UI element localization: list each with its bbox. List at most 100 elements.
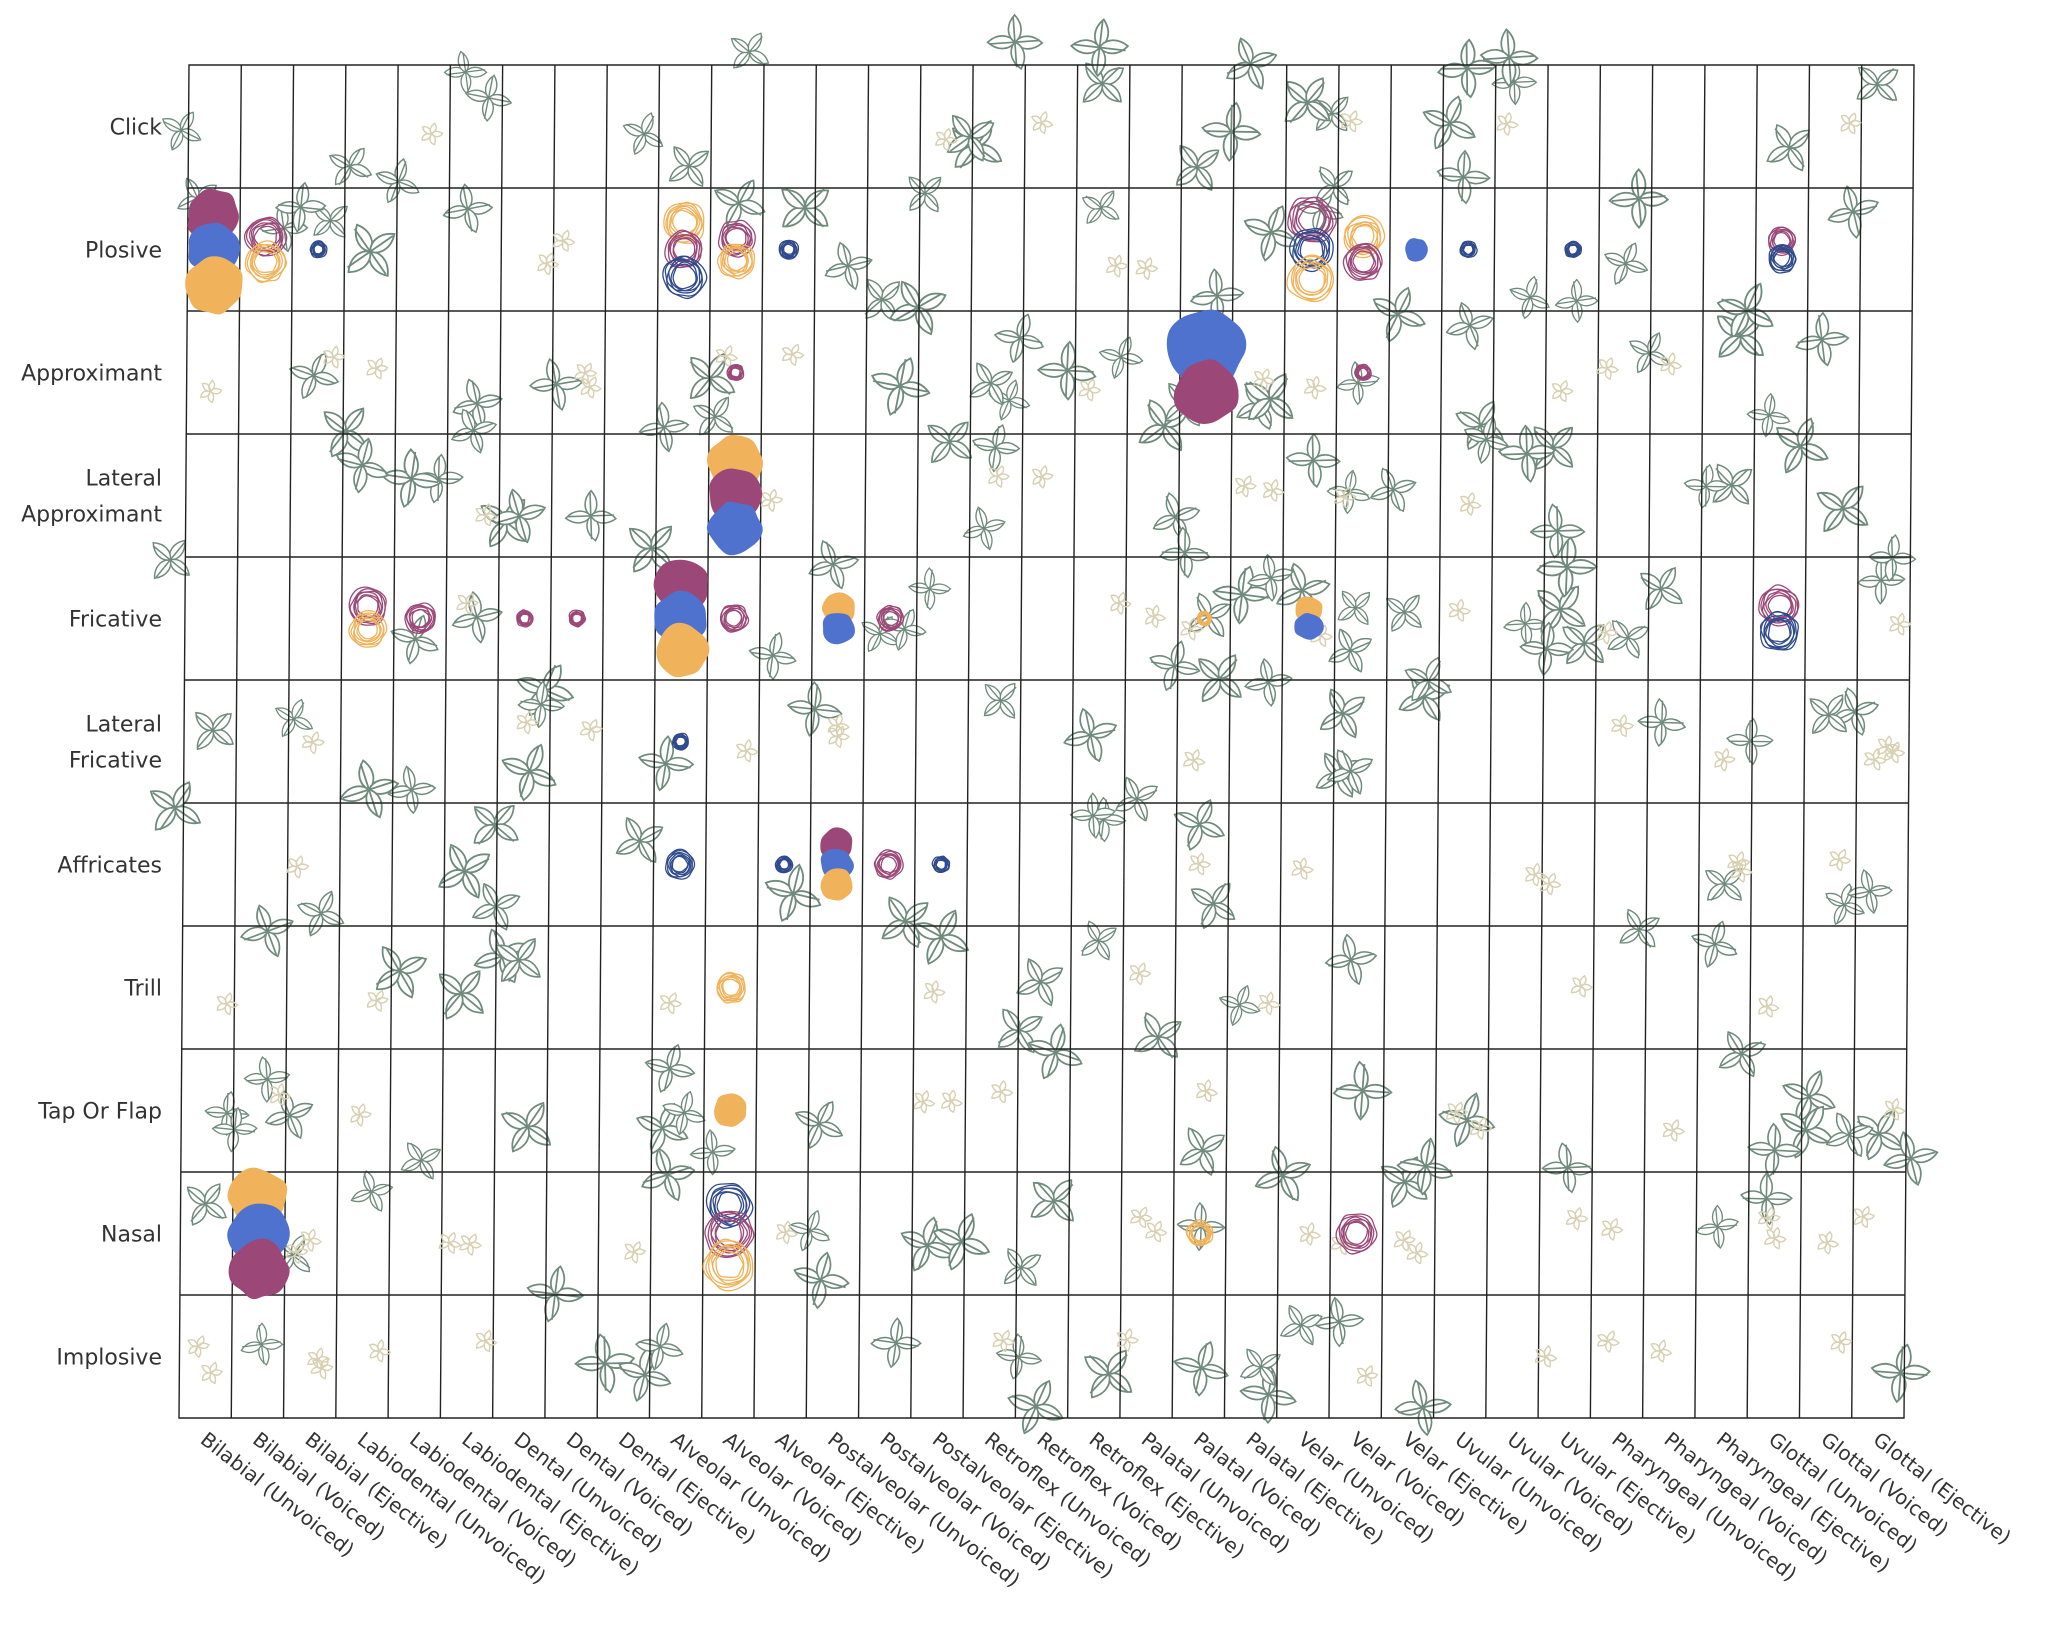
col-divider-20 (1223, 64, 1236, 1419)
col-divider-7 (544, 64, 556, 1419)
blob-purple-r4-c7 (568, 609, 587, 628)
blob-blue-r3-c10 (706, 501, 763, 556)
leaf-cluster-172 (1640, 566, 1683, 611)
leaf-cluster-194 (689, 352, 736, 400)
leaf-cluster-117 (1825, 883, 1865, 926)
faint-marker-71 (1135, 256, 1159, 281)
leaf-cluster-27 (1856, 67, 1899, 102)
col-divider-19 (1171, 64, 1183, 1419)
leaf-cluster-55 (1827, 185, 1880, 239)
leaf-cluster-207 (730, 32, 770, 69)
faint-marker-67 (1406, 1241, 1429, 1265)
leaf-cluster-119 (471, 882, 521, 931)
col-divider-4 (387, 64, 399, 1419)
faint-marker-1 (913, 1090, 936, 1114)
col-divider-26 (1537, 64, 1549, 1419)
blob-orange-r8-c10 (714, 1093, 747, 1127)
faint-marker-15 (1460, 492, 1482, 516)
leaf-cluster-210 (1279, 1304, 1323, 1346)
blob-navy-r6-c9 (665, 848, 696, 880)
blob-blue-r4-c21 (1294, 612, 1324, 640)
blob-purple-r4-c4 (404, 602, 436, 634)
leaf-cluster-5 (900, 1216, 955, 1272)
leaf-cluster-147 (452, 378, 504, 430)
leaf-cluster-154 (1509, 275, 1550, 320)
leaf-cluster-41 (1529, 503, 1586, 559)
leaf-cluster-38 (1063, 707, 1118, 763)
leaf-cluster-67 (400, 1142, 442, 1180)
faint-marker-57 (1817, 1230, 1840, 1255)
faint-marker-75 (1145, 604, 1167, 629)
leaf-cluster-166 (296, 890, 345, 937)
leaf-cluster-208 (1739, 1172, 1793, 1226)
leaf-cluster-62 (1070, 18, 1130, 78)
leaf-cluster-82 (1608, 168, 1670, 229)
row-label-2: Approximant (21, 362, 162, 387)
leaf-cluster-164 (1369, 467, 1417, 513)
leaf-cluster-60 (1541, 1142, 1594, 1194)
leaf-cluster-201 (1315, 166, 1353, 206)
faint-marker-96 (1303, 375, 1327, 400)
faint-marker-23 (1540, 872, 1562, 896)
faint-marker-65 (1863, 747, 1887, 771)
blob-purple-r1-c22 (1342, 242, 1383, 281)
leaf-cluster-122 (149, 781, 202, 831)
leaf-cluster-225 (1243, 373, 1294, 421)
leaf-cluster-153 (1604, 242, 1649, 285)
faint-marker-88 (1145, 1220, 1168, 1243)
faint-marker-48 (992, 1329, 1015, 1353)
leaf-cluster-100 (1746, 392, 1791, 438)
leaf-cluster-13 (288, 352, 340, 400)
faint-marker-54 (187, 1335, 210, 1359)
faint-marker-86 (216, 992, 239, 1016)
blob-orange-r4-c19 (1196, 610, 1212, 627)
blob-purple-r2-c10 (726, 364, 745, 381)
leaf-cluster-220 (1003, 1248, 1042, 1287)
col-divider-11 (753, 64, 765, 1419)
faint-marker-78 (760, 488, 784, 513)
col-divider-3 (335, 64, 347, 1419)
blob-purple-r9-c1 (228, 1238, 290, 1300)
leaf-cluster-85 (1795, 311, 1850, 367)
faint-marker-9 (201, 1361, 223, 1385)
faint-marker-37 (1393, 1229, 1416, 1252)
faint-marker-76 (828, 725, 850, 749)
faint-marker-92 (1180, 617, 1204, 641)
chart-grid (178, 64, 1915, 1419)
leaf-cluster-8 (638, 401, 690, 453)
blob-orange-r9-c10 (702, 1238, 754, 1292)
faint-marker-7 (475, 503, 498, 527)
leaf-cluster-79 (615, 816, 664, 864)
faint-marker-20 (991, 1080, 1014, 1104)
leaf-cluster-213 (1846, 869, 1893, 915)
leaf-cluster-46 (323, 407, 368, 458)
row-label-3: Lateral Approximant (21, 467, 162, 528)
leaf-cluster-61 (152, 539, 191, 580)
faint-marker-21 (1884, 1097, 1906, 1121)
leaf-cluster-107 (1179, 1127, 1225, 1176)
faint-marker-27 (1234, 475, 1257, 498)
leaf-cluster-134 (764, 863, 822, 922)
blob-purple-r4-c13 (876, 604, 905, 632)
faint-marker-82 (1830, 1330, 1853, 1354)
blob-navy-r1-c9 (662, 255, 708, 300)
faint-marker-24 (1662, 1118, 1686, 1142)
leaf-cluster-112 (870, 356, 931, 416)
faint-marker-66 (574, 362, 598, 386)
faint-marker-94 (368, 1338, 392, 1363)
leaf-cluster-22 (528, 358, 584, 411)
faint-marker-12 (923, 980, 946, 1004)
leaf-cluster-131 (908, 567, 952, 611)
faint-marker-13 (366, 989, 389, 1012)
leaf-cluster-7 (870, 1317, 922, 1369)
faint-marker-39 (1130, 1206, 1153, 1229)
leaf-cluster-142 (381, 448, 442, 508)
faint-marker-64 (1596, 356, 1620, 380)
leaf-cluster-228 (1027, 1023, 1083, 1080)
faint-marker-77 (1299, 1222, 1322, 1246)
row-label-9: Nasal (101, 1223, 162, 1248)
leaf-cluster-33 (564, 489, 618, 542)
leaf-cluster-73 (1007, 1379, 1064, 1435)
col-divider-25 (1485, 64, 1497, 1419)
